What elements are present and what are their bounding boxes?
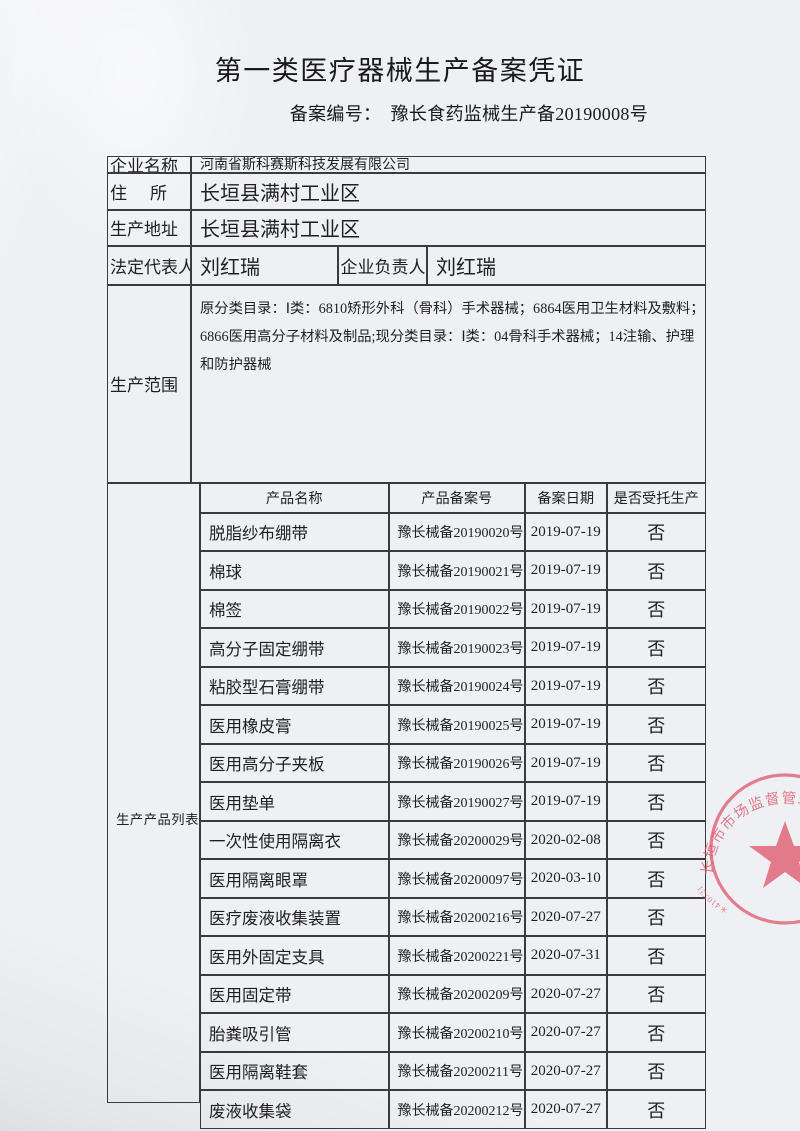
svg-text:＊410721: ＊410721 [694, 884, 730, 916]
